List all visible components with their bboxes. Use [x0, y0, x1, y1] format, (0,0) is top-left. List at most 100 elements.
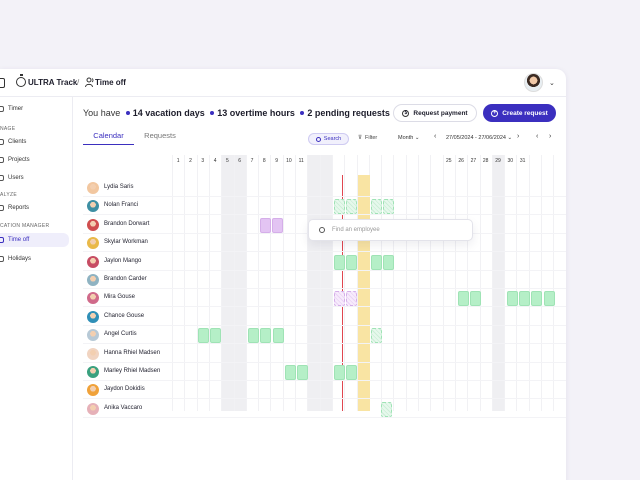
vacation-leave-block[interactable] [198, 328, 209, 344]
employee-avatar [87, 182, 99, 194]
filter-button[interactable]: Filter [358, 135, 377, 141]
stopwatch-icon [16, 74, 26, 87]
employee-name[interactable]: Skylar Workman [104, 239, 148, 246]
sidebar-section: CATION MANAGER [0, 223, 50, 229]
sick-leave-block[interactable] [272, 217, 284, 233]
time-off-summary: You have 14 vacation days 13 overtime ho… [83, 108, 390, 118]
vacation-leave-block[interactable] [346, 254, 358, 270]
vacation-leave-block[interactable] [383, 199, 395, 215]
breadcrumb-separator: / [77, 78, 80, 87]
grid-column-line [467, 155, 469, 411]
vacation-leave-block[interactable] [519, 291, 530, 307]
search-icon [319, 227, 325, 233]
day-number: 26 [458, 158, 464, 164]
sick-leave-block[interactable] [346, 291, 358, 307]
employee-avatar [87, 329, 99, 342]
vacation-leave-block[interactable] [371, 328, 382, 344]
vacation-leave-block[interactable] [285, 365, 296, 380]
grid-column-line [245, 155, 247, 411]
employee-name[interactable]: Marley Rhiel Madsen [104, 368, 161, 374]
sidebar-item-projects[interactable]: Projects [0, 153, 30, 167]
employee-search-input[interactable]: Find an employee [308, 219, 473, 241]
employee-name[interactable]: Angel Curtis [104, 331, 137, 338]
vacation-leave-block[interactable] [383, 254, 394, 270]
employee-name[interactable]: Jaylon Mango [104, 257, 142, 264]
vacation-leave-block[interactable] [371, 199, 382, 215]
employee-name[interactable]: Lydia Saris [104, 184, 134, 190]
employee-name[interactable]: Nolan Franci [104, 202, 139, 209]
employee-name[interactable]: Brandon Dorwart [104, 220, 150, 227]
bullet-icon [210, 111, 215, 116]
user-avatar[interactable] [524, 73, 543, 92]
grid-column-line [405, 155, 407, 411]
grid-column-line [172, 155, 173, 411]
vacation-leave-block[interactable] [346, 365, 358, 380]
grid-column-line [307, 155, 309, 411]
vacation-leave-block[interactable] [210, 328, 222, 344]
scroll-right-button[interactable]: › [549, 133, 552, 140]
chevron-down-icon[interactable]: ⌄ [549, 80, 555, 87]
employee-name[interactable]: Jaydon Dokidis [104, 386, 145, 393]
vacation-leave-block[interactable] [544, 291, 555, 307]
tab-requests[interactable]: Requests [144, 131, 176, 140]
vacation-leave-block[interactable] [334, 199, 345, 215]
vacation-leave-block[interactable] [458, 291, 469, 307]
vacation-leave-block[interactable] [272, 328, 284, 344]
grid-column-line [221, 155, 223, 411]
sidebar-item-holidays[interactable]: Holidays [0, 252, 31, 266]
range-next-button[interactable]: › [517, 133, 520, 140]
employee-name[interactable]: Mira Gouse [104, 294, 136, 301]
grid-column-line [295, 155, 296, 411]
sidebar-item-users[interactable]: Users [0, 171, 24, 185]
projects-icon [0, 157, 4, 163]
employee-name[interactable]: Brandon Carder [104, 276, 147, 282]
sidebar-item-time-off[interactable]: Time off [0, 233, 69, 247]
grid-column-line [270, 155, 272, 411]
sick-leave-block[interactable] [260, 217, 271, 233]
vacation-leave-block[interactable] [334, 365, 345, 380]
day-number: 29 [495, 158, 501, 164]
sidebar-item-timer[interactable]: Timer [0, 102, 23, 116]
vacation-leave-block[interactable] [297, 365, 309, 380]
vacation-leave-block[interactable] [260, 328, 272, 344]
vacation-leave-block[interactable] [334, 254, 345, 270]
grid-column-line [208, 155, 210, 411]
sidebar-toggle-icon[interactable] [0, 78, 5, 88]
grid-column-line [344, 155, 346, 411]
sidebar-item-label: Users [8, 175, 24, 181]
sidebar-item-clients[interactable]: Clients [0, 135, 26, 149]
vacation-leave-block[interactable] [531, 291, 542, 307]
range-prev-button[interactable]: ‹ [434, 133, 437, 140]
chevron-down-icon: ⌄ [414, 135, 420, 141]
employee-name[interactable]: Chance Gouse [104, 312, 145, 319]
date-range[interactable]: 27/05/2024 - 27/06/2024 ⌄ [446, 135, 512, 141]
view-select[interactable]: Month ⌄ [398, 135, 419, 141]
employee-name[interactable]: Anika Vaccaro [104, 404, 143, 411]
grid-column-line [541, 155, 542, 411]
day-number: 5 [226, 158, 229, 164]
search-button[interactable]: Search [308, 133, 349, 145]
grid-column-line [282, 155, 284, 411]
vacation-leave-block[interactable] [346, 199, 358, 215]
create-request-button[interactable]: + Create request [483, 104, 556, 122]
employee-name[interactable]: Hanna Rhiel Madsen [104, 349, 161, 356]
scroll-left-button[interactable]: ‹ [536, 133, 539, 140]
request-payment-button[interactable]: $ Request payment [393, 104, 477, 122]
grid-column-line [319, 155, 321, 411]
tab-calendar[interactable]: Calendar [83, 131, 134, 145]
sidebar-item-reports[interactable]: Reports [0, 201, 29, 215]
vacation-leave-block[interactable] [470, 291, 481, 307]
plus-icon: + [491, 109, 499, 117]
vacation-leave-block[interactable] [507, 291, 518, 307]
vacation-leave-block[interactable] [248, 328, 259, 344]
sidebar-item-label: Reports [8, 205, 30, 211]
vacation-leave-block[interactable] [381, 401, 393, 417]
request-payment-label: Request payment [413, 109, 468, 117]
sick-leave-block[interactable] [334, 291, 345, 307]
employee-avatar [87, 366, 99, 378]
employee-row: Brandon Carder [83, 271, 566, 289]
bullet-icon [125, 111, 130, 116]
vacation-leave-block[interactable] [371, 254, 382, 270]
sidebar-item-label: Clients [8, 139, 27, 145]
employee-avatar [87, 200, 99, 213]
